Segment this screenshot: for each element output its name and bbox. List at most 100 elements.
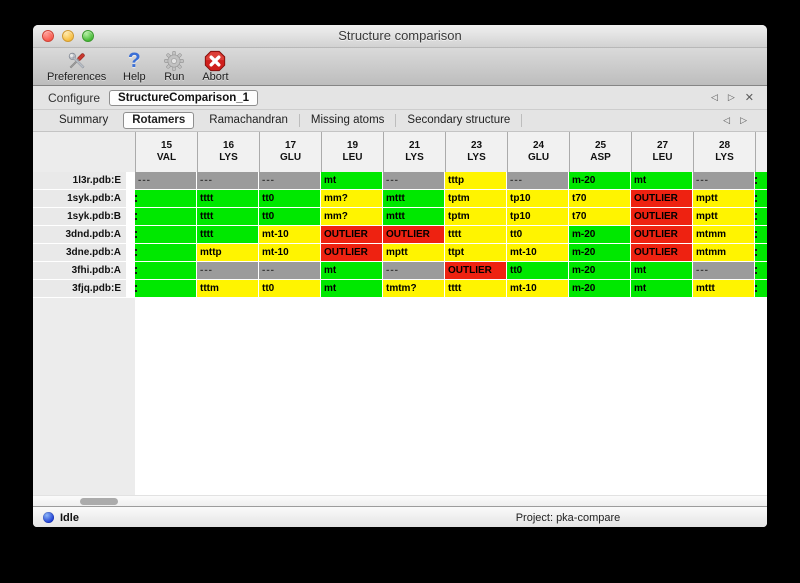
abort-button[interactable]: Abort	[202, 50, 229, 83]
rotamer-cell[interactable]: ---	[383, 172, 444, 189]
zoom-window-button[interactable]	[82, 30, 94, 42]
rotamer-cell[interactable]: tttp	[445, 172, 506, 189]
rotamer-cell[interactable]: mt-10	[507, 244, 568, 261]
row-label[interactable]: 3dne.pdb:A	[33, 244, 126, 261]
rotamer-cell[interactable]: mm?	[321, 190, 382, 207]
rotamer-cell[interactable]: m-20	[569, 280, 630, 297]
rotamer-cell[interactable]: mtmm	[693, 244, 754, 261]
rotamer-cell[interactable]: ---	[383, 262, 444, 279]
rotamer-cell[interactable]: mt	[631, 280, 692, 297]
rotamer-cell[interactable]: tt0	[259, 280, 320, 297]
rotamer-cell[interactable]: mt-10	[259, 244, 320, 261]
rotamer-cell[interactable]: ---	[259, 262, 320, 279]
column-header-25[interactable]: 25 ASP	[569, 132, 631, 172]
rotamer-cell[interactable]: t70	[569, 208, 630, 225]
rotamer-cell[interactable]: OUTLIER	[383, 226, 444, 243]
row-label[interactable]: 3dnd.pdb:A	[33, 226, 126, 243]
titlebar[interactable]: Structure comparison	[33, 25, 767, 48]
rotamer-cell[interactable]: tt0	[507, 226, 568, 243]
rotamer-cell[interactable]: OUTLIER	[631, 244, 692, 261]
rotamer-cell[interactable]: mt-10	[507, 280, 568, 297]
rotamer-cell[interactable]: tp10	[507, 208, 568, 225]
rotamer-cell[interactable]: mttp	[197, 244, 258, 261]
rotamer-cell[interactable]: m-20	[569, 172, 630, 189]
run-button[interactable]: Run	[162, 50, 186, 83]
rotamer-cell[interactable]: m-20	[569, 244, 630, 261]
rotamer-cell[interactable]: ---	[693, 172, 754, 189]
column-header-27[interactable]: 27 LEU	[631, 132, 693, 172]
rotamer-cell[interactable]: m-20	[569, 262, 630, 279]
prev-arrow-icon[interactable]: ◁	[723, 115, 731, 125]
rotamer-cell[interactable]	[135, 208, 196, 225]
tab-secondary-structure[interactable]: Secondary structure	[407, 114, 511, 126]
rotamer-cell[interactable]: mptt	[383, 244, 444, 261]
column-header-24[interactable]: 24 GLU	[507, 132, 569, 172]
rotamer-cell[interactable]	[135, 280, 196, 297]
tab-missing-atoms[interactable]: Missing atoms	[310, 114, 385, 126]
prev-arrow-icon[interactable]: ◁	[710, 92, 718, 102]
rotamer-cell[interactable]: mptt	[693, 190, 754, 207]
rotamer-cell[interactable]: tmtm?	[383, 280, 444, 297]
next-arrow-icon[interactable]: ▷	[740, 115, 747, 125]
rotamer-cell[interactable]: OUTLIER	[445, 262, 506, 279]
rotamer-cell[interactable]: tt0	[259, 190, 320, 207]
rotamer-cell[interactable]: ---	[197, 262, 258, 279]
scrollbar-thumb[interactable]	[80, 498, 118, 505]
row-label[interactable]: 3fhi.pdb:A	[33, 262, 126, 279]
column-header-21[interactable]: 21 LYS	[383, 132, 445, 172]
rotamer-cell[interactable]: mm?	[321, 208, 382, 225]
row-label[interactable]: 1syk.pdb:B	[33, 208, 126, 225]
rotamer-cell[interactable]: mt	[321, 280, 382, 297]
column-header-16[interactable]: 16 LYS	[197, 132, 259, 172]
row-label[interactable]: 3fjq.pdb:E	[33, 280, 126, 297]
rotamer-cell[interactable]: ---	[259, 172, 320, 189]
tab-rotamers[interactable]: Rotamers	[123, 112, 195, 129]
row-label[interactable]: 1l3r.pdb:E	[33, 172, 126, 189]
minimize-window-button[interactable]	[62, 30, 74, 42]
rotamer-cell[interactable]: tttt	[197, 190, 258, 207]
rotamer-cell[interactable]: tttt	[197, 226, 258, 243]
rotamer-cell[interactable]: OUTLIER	[631, 208, 692, 225]
rotamer-cell[interactable]: mt	[631, 172, 692, 189]
rotamer-cell[interactable]: tttt	[445, 280, 506, 297]
column-header-19[interactable]: 19 LEU	[321, 132, 383, 172]
next-arrow-icon[interactable]: ▷	[727, 92, 735, 102]
rotamer-cell[interactable]: OUTLIER	[631, 226, 692, 243]
rotamer-cell[interactable]: tttm	[197, 280, 258, 297]
rotamer-cell[interactable]: tt0	[259, 208, 320, 225]
rotamer-cell[interactable]: mtmm	[693, 226, 754, 243]
preferences-button[interactable]: Preferences	[47, 50, 106, 83]
rotamer-cell[interactable]	[135, 190, 196, 207]
rotamer-cell[interactable]: mt-10	[259, 226, 320, 243]
rotamer-cell[interactable]: tp10	[507, 190, 568, 207]
column-header-15[interactable]: 15 VAL	[135, 132, 197, 172]
rotamer-cell[interactable]: mttt	[693, 280, 754, 297]
rotamer-cell[interactable]: tt0	[507, 262, 568, 279]
rotamer-cell[interactable]	[135, 226, 196, 243]
rotamer-cell[interactable]	[135, 244, 196, 261]
rotamer-cell[interactable]: ttpt	[445, 244, 506, 261]
rotamer-cell[interactable]: t70	[569, 190, 630, 207]
rotamer-cell[interactable]: OUTLIER	[631, 190, 692, 207]
rotamer-cell[interactable]: OUTLIER	[321, 244, 382, 261]
configure-selected-tab[interactable]: StructureComparison_1	[109, 89, 259, 106]
close-window-button[interactable]	[42, 30, 54, 42]
help-button[interactable]: ? Help	[122, 50, 146, 83]
rotamer-cell[interactable]: mt	[631, 262, 692, 279]
tab-ramachandran[interactable]: Ramachandran	[209, 114, 288, 126]
rotamer-cell[interactable]: tttt	[445, 226, 506, 243]
rotamer-cell[interactable]: mt	[321, 262, 382, 279]
column-header-23[interactable]: 23 LYS	[445, 132, 507, 172]
rotamer-cell[interactable]: ---	[507, 172, 568, 189]
rotamer-cell[interactable]: mt	[321, 172, 382, 189]
rotamer-cell[interactable]: OUTLIER	[321, 226, 382, 243]
row-label[interactable]: 1syk.pdb:A	[33, 190, 126, 207]
rotamer-cell[interactable]: m-20	[569, 226, 630, 243]
rotamer-cell[interactable]	[135, 262, 196, 279]
rotamer-cell[interactable]: mptt	[693, 208, 754, 225]
close-icon[interactable]: ✕	[744, 92, 754, 104]
rotamer-cell[interactable]: tttt	[197, 208, 258, 225]
rotamer-cell[interactable]: tptm	[445, 190, 506, 207]
horizontal-scrollbar[interactable]	[33, 495, 767, 506]
tab-summary[interactable]: Summary	[59, 114, 109, 126]
